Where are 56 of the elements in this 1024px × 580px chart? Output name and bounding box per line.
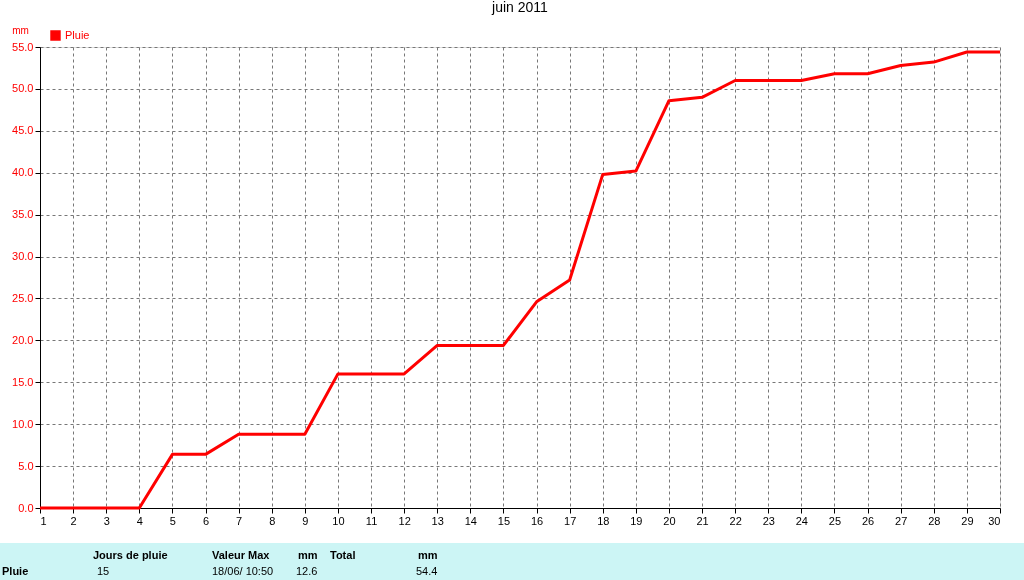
y-tick-label: 40.0 — [12, 166, 34, 179]
text: 12.6 — [296, 565, 318, 577]
x-tick-label: 26 — [861, 514, 875, 527]
x-tick-label: 21 — [696, 514, 709, 527]
y-tick-label: 20.0 — [12, 333, 34, 346]
text: Jours de pluie — [93, 549, 168, 561]
x-tick-label: 10 — [332, 514, 345, 527]
x-tick-label: 2 — [70, 514, 77, 527]
line-series — [38, 50, 1002, 510]
y-tick-label: 25.0 — [12, 291, 34, 304]
x-tick-label: 19 — [630, 514, 643, 527]
legend-label: Pluie — [65, 28, 90, 41]
chart-title: juin 2011 — [491, 0, 549, 15]
x-tick-label: 20 — [663, 514, 676, 527]
x-tick-label: 28 — [928, 514, 941, 527]
x-tick-label: 1 — [40, 514, 47, 527]
y-tick-label: 5.0 — [18, 459, 34, 472]
text: Total — [330, 549, 356, 561]
x-tick-label: 18 — [597, 514, 610, 527]
x-tick-label: 29 — [961, 514, 974, 527]
text: 54.4 — [416, 565, 438, 577]
x-tick-label: 22 — [729, 514, 742, 527]
text: 15 — [97, 565, 110, 577]
x-tick-label: 25 — [828, 514, 842, 527]
y-tick-label: 45.0 — [12, 124, 34, 137]
text: Valeur Max — [212, 549, 271, 561]
y-axis-title: mm — [12, 24, 29, 36]
x-tick-label: 15 — [497, 514, 511, 527]
x-tick-label: 12 — [398, 514, 411, 527]
text: Pluie — [2, 565, 29, 577]
y-tick-label: 55.0 — [12, 40, 34, 53]
y-tick-label: 0.0 — [18, 501, 34, 514]
x-tick-label: 27 — [895, 514, 908, 527]
x-tick-label: 30 — [988, 514, 1001, 527]
x-tick-label: 23 — [762, 514, 775, 527]
x-tick-label: 17 — [564, 514, 577, 527]
x-tick-label: 5 — [169, 514, 176, 527]
x-tick-label: 4 — [136, 514, 143, 527]
x-tick-label: 14 — [464, 514, 477, 527]
x-tick-label: 3 — [103, 514, 110, 527]
x-tick-label: 7 — [236, 514, 243, 527]
x-tick-label: 11 — [365, 514, 378, 527]
y-tick-label: 10.0 — [12, 417, 34, 430]
text: mm — [418, 549, 438, 561]
text: 18/06/ 10:50 — [212, 565, 274, 577]
x-tick-label: 16 — [530, 514, 544, 527]
y-tick-label: 35.0 — [12, 208, 34, 221]
x-tick-label: 9 — [302, 514, 309, 527]
x-tick-label: 6 — [202, 514, 210, 527]
x-tick-label: 24 — [795, 514, 808, 527]
y-tick-label: 30.0 — [12, 250, 34, 263]
y-tick-label: 50.0 — [12, 82, 34, 95]
x-tick-label: 13 — [431, 514, 444, 527]
x-tick-label: 8 — [269, 514, 276, 527]
text: mm — [298, 549, 318, 561]
y-tick-label: 15.0 — [12, 375, 34, 388]
